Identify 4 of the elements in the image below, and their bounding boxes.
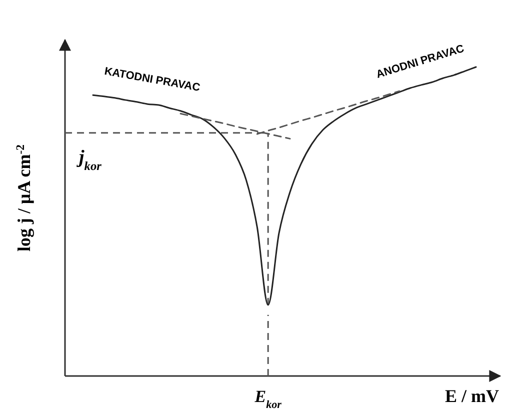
text: E$_{kor}$ [254,387,282,411]
x-axis-title: E / mV [445,386,499,406]
ref-line-label: j$_{kor}$ [76,146,102,173]
annotation: KATODNI PRAVAC [103,65,202,94]
